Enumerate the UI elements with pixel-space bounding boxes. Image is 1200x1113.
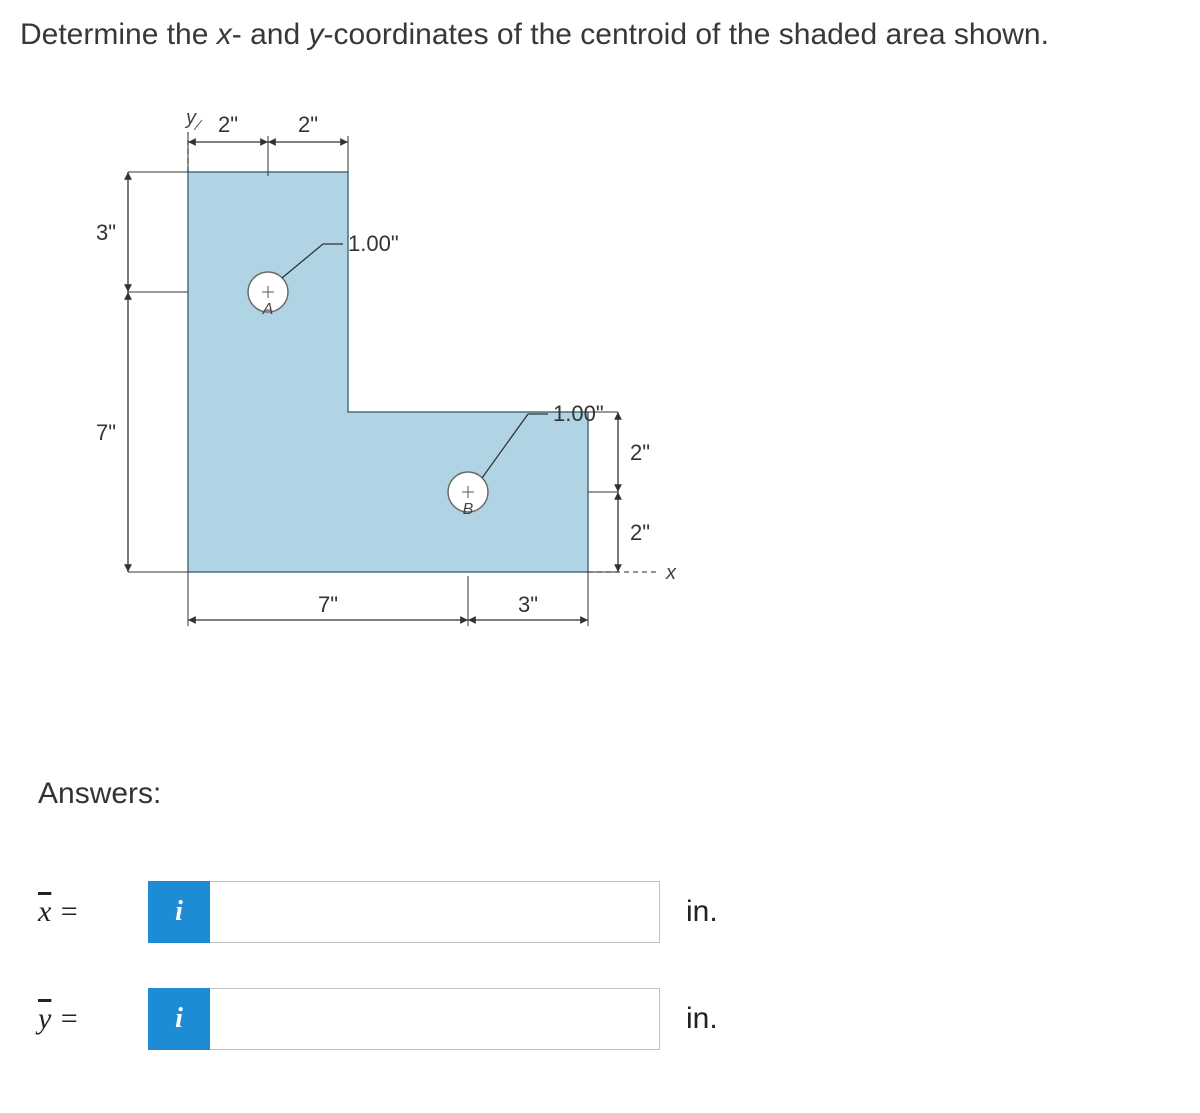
question-text: Determine the x- and y-coordinates of th… [20, 18, 1180, 52]
unit-x: in. [686, 895, 718, 929]
y-axis-label: y [184, 112, 197, 129]
input-group-y: i [148, 988, 660, 1050]
svg-text:3": 3" [96, 220, 116, 245]
answer-row-x: x = i in. [38, 881, 1180, 943]
svg-text:3": 3" [518, 592, 538, 617]
hole-a-label: A [262, 301, 274, 318]
hole-b-label: B [463, 501, 474, 518]
svg-text:2": 2" [298, 112, 318, 137]
info-icon[interactable]: i [148, 881, 210, 943]
svg-text:7": 7" [318, 592, 338, 617]
answers-label: Answers: [38, 777, 1180, 811]
hole-b-dia: 1.00" [553, 401, 604, 426]
diagram: A By x 2" 2" 3" 7" 2" 2" 7" 3" 1.00" 1.00" [68, 112, 1180, 687]
answer-input-y[interactable] [210, 988, 660, 1050]
diagram-svg: A By x 2" 2" 3" 7" 2" 2" 7" 3" 1.00" 1.00" [68, 112, 708, 682]
var-label-y: y = [38, 1002, 148, 1036]
svg-text:2": 2" [630, 440, 650, 465]
var-label-x: x = [38, 895, 148, 929]
hole-a-dia: 1.00" [348, 231, 399, 256]
svg-text:2": 2" [630, 520, 650, 545]
answer-row-y: y = i in. [38, 988, 1180, 1050]
x-axis-label: x [665, 562, 677, 584]
info-icon[interactable]: i [148, 988, 210, 1050]
svg-text:7": 7" [96, 420, 116, 445]
answer-input-x[interactable] [210, 881, 660, 943]
svg-text:2": 2" [218, 112, 238, 137]
input-group-x: i [148, 881, 660, 943]
unit-y: in. [686, 1002, 718, 1036]
